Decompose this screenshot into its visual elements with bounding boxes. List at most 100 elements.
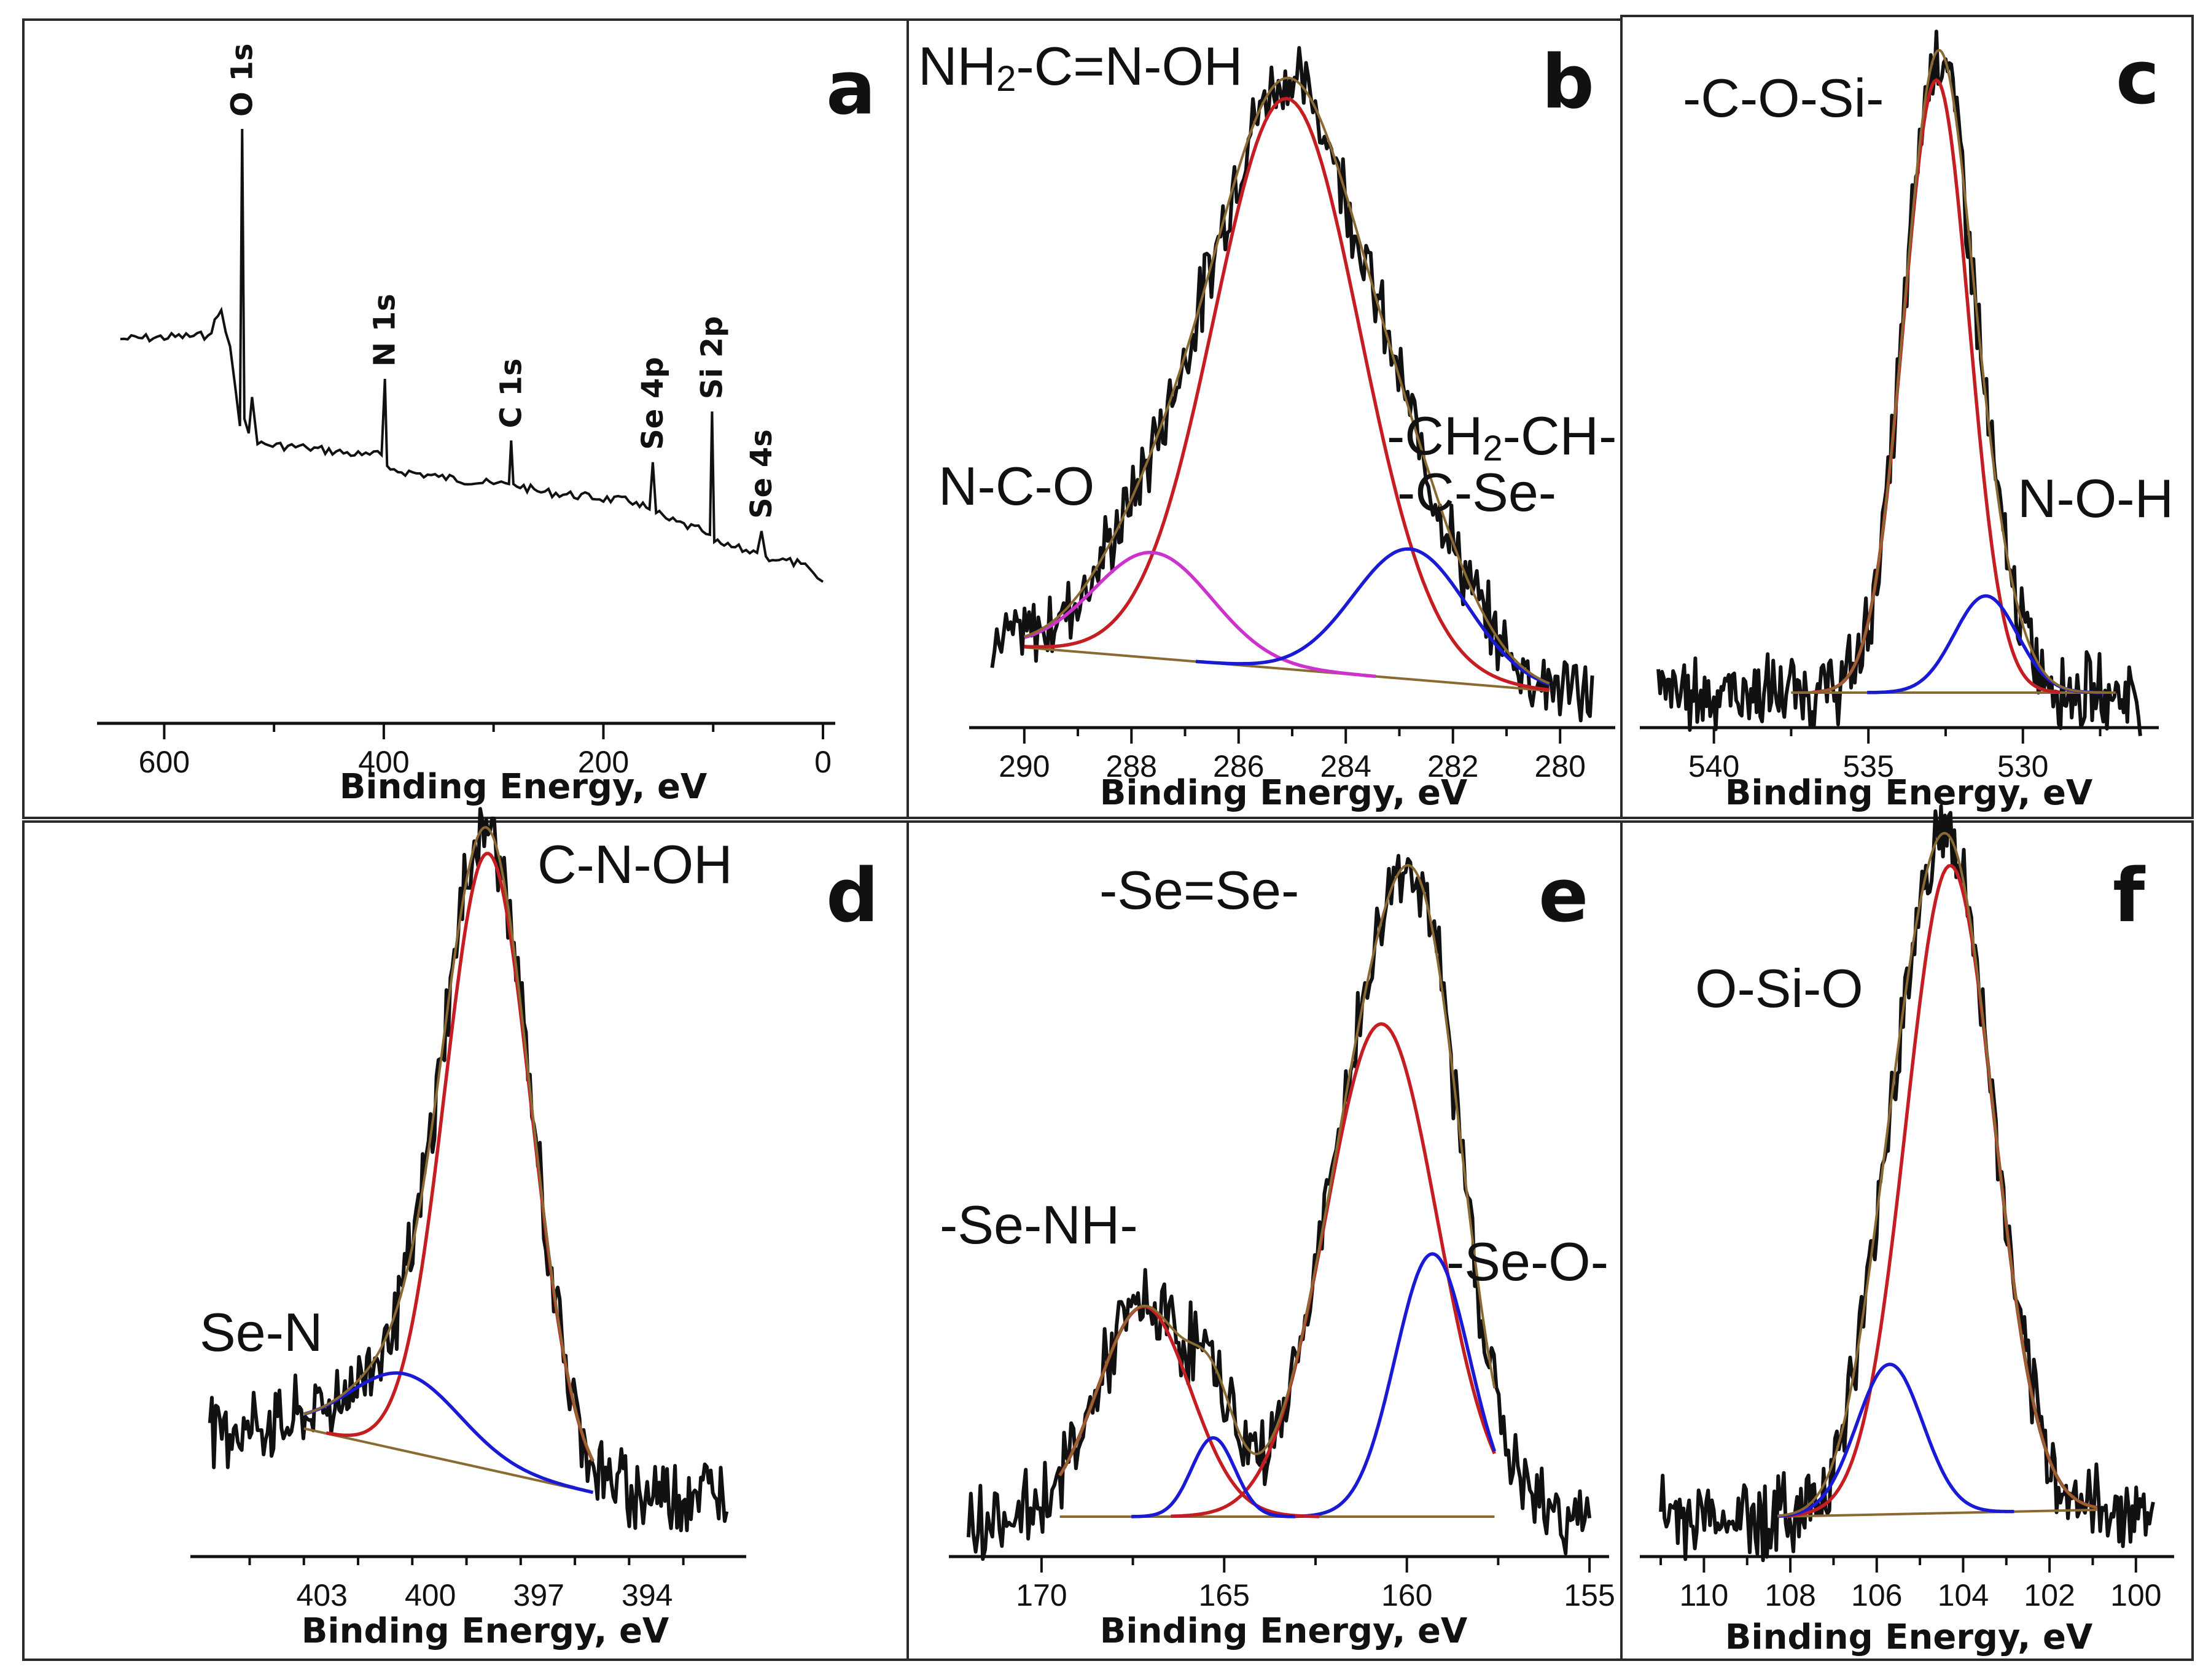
panel-a-frame <box>22 18 909 819</box>
panel-b-x-tick-label: 288 <box>1106 749 1157 784</box>
panel-e-xlabel: Binding Energy, eV <box>1100 1611 1468 1651</box>
panel-b-baseline <box>1024 646 1550 692</box>
panel-e-x-tick-label: 160 <box>1381 1578 1432 1612</box>
panel-c-fit-curves <box>1656 29 2142 736</box>
panel-e-component-2 <box>1292 1252 1497 1519</box>
panel-e-x-tick-label: 155 <box>1564 1578 1615 1612</box>
panel-d-x-tick-label: 394 <box>622 1578 673 1612</box>
panel-c-x-tick-label: 540 <box>1688 749 1739 784</box>
panel-f-fit-curves <box>1659 804 2155 1563</box>
panel-f-fit-envelope <box>1777 831 2097 1517</box>
panel-e-fit-curves <box>966 854 1592 1561</box>
panel-f-x-tick-label: 104 <box>1938 1578 1989 1612</box>
panel-d-x-tick-label: 400 <box>405 1578 456 1612</box>
panel-a: 600 400 200 0 O 1s N 1s C 1s Se 4p Si 2p Se 4s a… <box>97 44 876 807</box>
panel-d: 403 400 397 394 d C-N-OH Se-N Binding Energ… <box>190 807 879 1651</box>
panel-b-x-tick-label: 290 <box>999 749 1050 784</box>
panel-a-letter: a <box>826 46 876 131</box>
panel-e-letter: e <box>1538 854 1588 939</box>
panel-d-x-tick-label: 403 <box>296 1578 347 1612</box>
panel-a-x-tick-label: 0 <box>814 745 832 779</box>
panel-b-component-3 <box>1195 547 1550 686</box>
panel-f-letter: f <box>2113 854 2146 939</box>
panel-d-annotation-sen: Se-N <box>200 1302 323 1363</box>
panel-a-peak-label: N 1s <box>368 294 402 367</box>
panel-frames <box>22 15 2194 1661</box>
panel-f-experimental-trace <box>1659 804 2155 1563</box>
panel-d-experimental-trace <box>208 807 729 1533</box>
panel-c-x-tick-label: 535 <box>1842 749 1893 784</box>
panel-b-annotation-ch2: -CH2-CH- <box>1387 405 1616 469</box>
panel-f-component-2 <box>1777 1363 2014 1518</box>
panel-b-annotation-cse: -C-Se- <box>1397 462 1556 523</box>
panel-b-letter: b <box>1542 40 1594 125</box>
panel-f-frame <box>1620 820 2194 1661</box>
panel-e-component-4 <box>1131 1436 1295 1519</box>
panel-a-x-tick-label: 200 <box>578 745 629 779</box>
panel-b-x-tick-label: 284 <box>1320 749 1371 784</box>
panel-b-x-tick-label: 280 <box>1534 749 1585 784</box>
panel-b: 290 288 286 284 282 280 b NH2-C=N-OH N-C-O -C… <box>918 36 1616 813</box>
panel-c-frame <box>1620 15 2194 819</box>
panel-a-x-tick-label: 600 <box>139 745 190 779</box>
panel-d-annotation-cnoh: C-N-OH <box>537 834 733 895</box>
panel-d-x-tick-label: 397 <box>513 1578 564 1612</box>
panel-f-x-tick-label: 100 <box>2110 1578 2161 1612</box>
panel-b-experimental-trace <box>990 46 1594 723</box>
panel-a-peak-label: Si 2p <box>695 316 729 400</box>
panel-d-component-2 <box>303 1371 594 1495</box>
panel-e-x-tick-label: 165 <box>1199 1578 1250 1612</box>
panel-e-x-tick-label: 170 <box>1016 1578 1067 1612</box>
panel-b-fit-curves <box>990 46 1594 723</box>
panel-b-annotation-nco: N-C-O <box>938 456 1094 516</box>
panel-c-x-tick-label: 530 <box>1997 749 2048 784</box>
panel-c-annotation-noh: N-O-H <box>2018 468 2174 529</box>
panel-d-fit-envelope <box>303 826 595 1462</box>
panel-c-axis: 540 535 530 <box>1640 726 2159 784</box>
panel-c-letter: c <box>2116 36 2159 121</box>
panel-f-x-tick-label: 102 <box>2024 1578 2075 1612</box>
panel-b-annotation-main: NH2-C=N-OH <box>918 36 1242 99</box>
panel-b-component-1 <box>1024 96 1550 692</box>
panel-c-annotation-cosi: -C-O-Si- <box>1683 68 1884 128</box>
panel-b-axis: 290 288 286 284 282 280 <box>969 726 1615 784</box>
panel-e: 170 165 160 155 e -Se=Se- -Se-NH- -Se-O- Bi… <box>940 854 1615 1651</box>
panel-d-xlabel: Binding Energy, eV <box>302 1611 669 1651</box>
panel-a-peak-labels: O 1s N 1s C 1s Se 4p Si 2p Se 4s <box>225 44 779 519</box>
panel-f-x-tick-label: 106 <box>1851 1578 1902 1612</box>
panel-d-frame <box>22 820 909 1661</box>
panel-c-xlabel: Binding Energy, eV <box>1725 773 2093 813</box>
panel-c-fit-envelope <box>1791 49 2116 694</box>
panel-e-annotation-sese: -Se=Se- <box>1099 860 1299 920</box>
panel-e-experimental-trace <box>966 854 1592 1561</box>
panel-a-peak-label: Se 4p <box>636 357 670 450</box>
panel-a-peak-label: Se 4s <box>744 429 779 519</box>
panel-a-axis: 600 400 200 0 <box>97 721 835 779</box>
panel-a-x-tick-label: 400 <box>358 745 409 779</box>
panel-a-survey-trace <box>120 128 824 583</box>
panel-e-axis: 170 165 160 155 <box>949 1555 1615 1612</box>
panel-b-x-tick-label: 286 <box>1213 749 1264 784</box>
panel-a-xlabel: Binding Energy, eV <box>340 767 708 807</box>
panel-e-annotation-seo: -Se-O- <box>1446 1231 1608 1292</box>
panel-b-component-2 <box>1024 550 1376 679</box>
panel-e-annotation-senh: -Se-NH- <box>940 1194 1138 1255</box>
panel-f: 110 108 106 104 102 100 f O-Si-O Binding Ener… <box>1640 804 2174 1657</box>
panel-d-baseline <box>303 1427 593 1494</box>
panel-a-peak-label: O 1s <box>225 44 259 117</box>
panel-b-x-tick-label: 282 <box>1427 749 1478 784</box>
panel-f-x-tick-label: 110 <box>1680 1578 1729 1612</box>
panel-e-fit-envelope <box>1058 864 1496 1476</box>
panel-c: 540 535 530 c -C-O-Si- N-O-H Binding Energ… <box>1640 29 2174 813</box>
panel-f-axis: 110 108 106 104 102 100 <box>1640 1555 2174 1612</box>
panel-f-x-tick-label: 108 <box>1764 1578 1815 1612</box>
panel-f-xlabel: Binding Energy, eV <box>1725 1617 2093 1657</box>
panel-d-fit-curves <box>208 807 729 1533</box>
panel-d-letter: d <box>826 854 879 939</box>
panel-d-axis: 403 400 397 394 <box>190 1555 746 1612</box>
panel-b-fit-envelope <box>1024 76 1550 685</box>
panel-a-peak-label: C 1s <box>494 358 528 428</box>
panel-b-xlabel: Binding Energy, eV <box>1100 773 1468 813</box>
panel-f-annotation-osio: O-Si-O <box>1695 958 1863 1019</box>
